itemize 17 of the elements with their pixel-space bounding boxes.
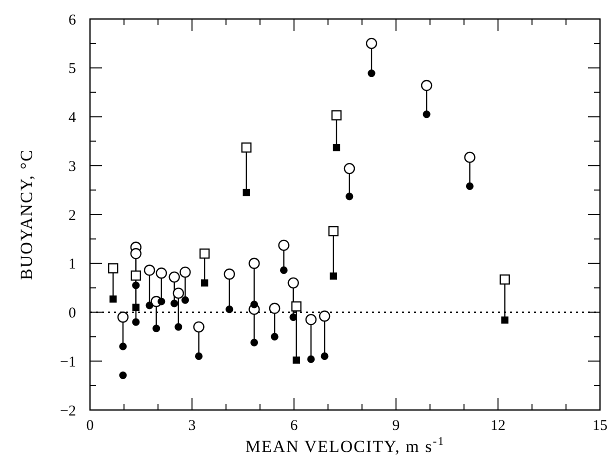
- y-tick-label: 5: [68, 61, 76, 78]
- y-tick-label: 4: [68, 110, 76, 126]
- y-tick-label: 6: [68, 12, 76, 28]
- x-tick-label: 6: [290, 418, 298, 434]
- y-tick-label: 2: [68, 208, 76, 224]
- y-tick-label: 1: [68, 256, 76, 273]
- y-axis-title: BUOYANCY, °C: [17, 149, 36, 280]
- x-tick-label: 12: [490, 418, 506, 434]
- y-tick-label: −1: [60, 354, 76, 370]
- y-tick-label: 3: [68, 158, 76, 175]
- x-tick-label: 9: [392, 418, 400, 434]
- x-tick-label: 3: [188, 418, 196, 434]
- y-tick-label: −2: [60, 403, 76, 420]
- x-tick-label: 15: [592, 418, 608, 434]
- x-tick-label: 0: [86, 418, 94, 434]
- x-axis-title: MEAN VELOCITY, m s$^{-1}$: [245, 434, 445, 456]
- y-tick-label: 0: [68, 306, 76, 322]
